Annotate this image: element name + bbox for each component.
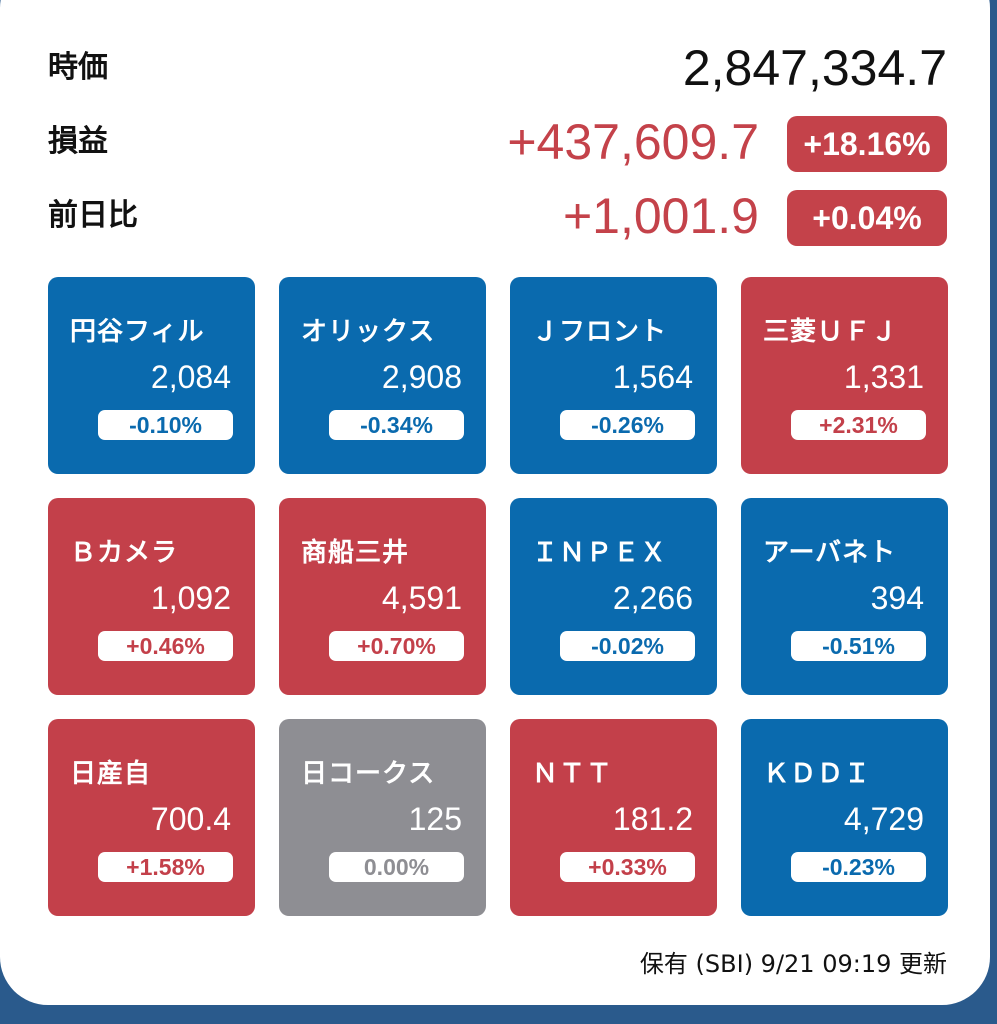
stock-tile[interactable]: ＩＮＰＥＸ 2,266 -0.02% bbox=[510, 498, 717, 695]
stock-name: 日産自 bbox=[70, 759, 152, 789]
day-change-label: 前日比 bbox=[48, 198, 138, 233]
stock-price: 394 bbox=[870, 580, 924, 616]
stock-tile[interactable]: オリックス 2,908 -0.34% bbox=[279, 277, 486, 474]
market-value-label: 時価 bbox=[48, 50, 108, 85]
stock-tile[interactable]: 日産自 700.4 +1.58% bbox=[48, 719, 255, 916]
stock-price: 1,331 bbox=[843, 359, 924, 395]
stock-tile[interactable]: Ｊフロント 1,564 -0.26% bbox=[510, 277, 717, 474]
stock-change-badge: +0.70% bbox=[329, 631, 464, 661]
stock-name: ＫＤＤＩ bbox=[763, 759, 872, 789]
stock-change-badge: +2.31% bbox=[791, 410, 926, 440]
stock-tile[interactable]: 円谷フィル 2,084 -0.10% bbox=[48, 277, 255, 474]
stock-change-badge: -0.26% bbox=[560, 410, 695, 440]
stock-price: 1,564 bbox=[612, 359, 693, 395]
stock-name: アーバネト bbox=[763, 538, 897, 568]
stock-price: 125 bbox=[408, 801, 462, 837]
stock-name: Ｊフロント bbox=[532, 317, 668, 347]
day-change-percent-badge: +0.04% bbox=[787, 190, 947, 246]
profit-loss-percent-badge: +18.16% bbox=[787, 116, 947, 172]
market-value-row: 時価 2,847,334.7 bbox=[48, 38, 947, 98]
day-change-value: +1,001.9 bbox=[562, 188, 759, 244]
stock-tile[interactable]: アーバネト 394 -0.51% bbox=[741, 498, 948, 695]
stock-price: 700.4 bbox=[150, 801, 231, 837]
stock-tile[interactable]: Ｂカメラ 1,092 +0.46% bbox=[48, 498, 255, 695]
stock-change-badge: -0.10% bbox=[98, 410, 233, 440]
stock-name: オリックス bbox=[301, 317, 436, 347]
stock-name: 商船三井 bbox=[301, 538, 410, 568]
stock-tile[interactable]: ＮＴＴ 181.2 +0.33% bbox=[510, 719, 717, 916]
stock-change-badge: -0.51% bbox=[791, 631, 926, 661]
stock-price: 1,092 bbox=[150, 580, 231, 616]
stock-change-badge: +1.58% bbox=[98, 852, 233, 882]
stock-price: 181.2 bbox=[612, 801, 693, 837]
stock-change-badge: +0.46% bbox=[98, 631, 233, 661]
stock-tile[interactable]: 商船三井 4,591 +0.70% bbox=[279, 498, 486, 695]
stock-change-badge: 0.00% bbox=[329, 852, 464, 882]
stock-name: 三菱ＵＦＪ bbox=[763, 317, 899, 347]
stock-price: 2,084 bbox=[150, 359, 231, 395]
stock-price: 4,729 bbox=[843, 801, 924, 837]
stock-change-badge: +0.33% bbox=[560, 852, 695, 882]
stock-price: 4,591 bbox=[381, 580, 462, 616]
stock-change-badge: -0.34% bbox=[329, 410, 464, 440]
stock-name: 円谷フィル bbox=[70, 317, 205, 347]
stock-price: 2,908 bbox=[381, 359, 462, 395]
update-status: 保有 (SBI) 9/21 09:19 更新 bbox=[639, 950, 947, 978]
profit-loss-row: 損益 +437,609.7 +18.16% bbox=[48, 112, 947, 172]
day-change-row: 前日比 +1,001.9 +0.04% bbox=[48, 186, 947, 246]
stock-name: 日コークス bbox=[301, 759, 436, 789]
profit-loss-label: 損益 bbox=[48, 124, 108, 159]
market-value: 2,847,334.7 bbox=[682, 40, 947, 96]
profit-loss-value: +437,609.7 bbox=[507, 114, 759, 170]
stock-tile[interactable]: 三菱ＵＦＪ 1,331 +2.31% bbox=[741, 277, 948, 474]
stock-name: ＩＮＰＥＸ bbox=[532, 538, 668, 568]
stock-change-badge: -0.23% bbox=[791, 852, 926, 882]
stock-tile[interactable]: ＫＤＤＩ 4,729 -0.23% bbox=[741, 719, 948, 916]
stock-tile[interactable]: 日コークス 125 0.00% bbox=[279, 719, 486, 916]
stock-change-badge: -0.02% bbox=[560, 631, 695, 661]
stock-price: 2,266 bbox=[612, 580, 693, 616]
stock-name: Ｂカメラ bbox=[70, 538, 179, 568]
stock-name: ＮＴＴ bbox=[532, 759, 614, 789]
